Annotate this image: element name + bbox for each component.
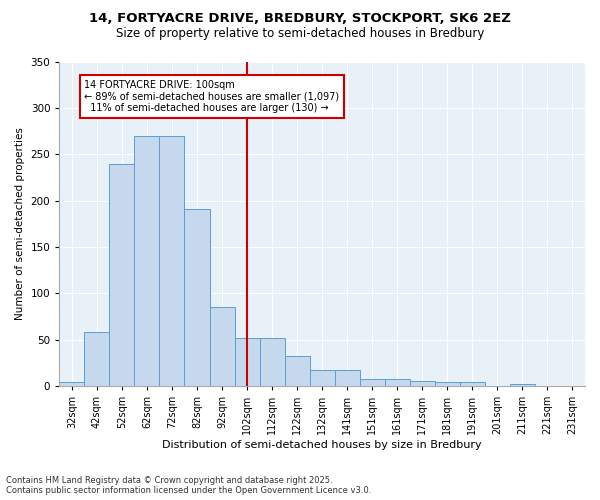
Text: Size of property relative to semi-detached houses in Bredbury: Size of property relative to semi-detach…: [116, 28, 484, 40]
Bar: [260, 338, 284, 386]
Bar: [209, 307, 235, 386]
Text: 14 FORTYACRE DRIVE: 100sqm
← 89% of semi-detached houses are smaller (1,097)
  1: 14 FORTYACRE DRIVE: 100sqm ← 89% of semi…: [85, 80, 340, 113]
Bar: [184, 209, 209, 386]
Y-axis label: Number of semi-detached properties: Number of semi-detached properties: [15, 128, 25, 320]
Bar: [360, 378, 385, 386]
Text: 14, FORTYACRE DRIVE, BREDBURY, STOCKPORT, SK6 2EZ: 14, FORTYACRE DRIVE, BREDBURY, STOCKPORT…: [89, 12, 511, 26]
Bar: [435, 382, 460, 386]
Bar: [460, 382, 485, 386]
Bar: [284, 356, 310, 386]
Text: Contains HM Land Registry data © Crown copyright and database right 2025.
Contai: Contains HM Land Registry data © Crown c…: [6, 476, 371, 495]
Bar: [235, 338, 260, 386]
Bar: [160, 136, 184, 386]
Bar: [109, 164, 134, 386]
Bar: [385, 378, 410, 386]
Bar: [410, 382, 435, 386]
Bar: [85, 332, 109, 386]
Bar: [310, 370, 335, 386]
X-axis label: Distribution of semi-detached houses by size in Bredbury: Distribution of semi-detached houses by …: [163, 440, 482, 450]
Bar: [59, 382, 85, 386]
Bar: [134, 136, 160, 386]
Bar: [335, 370, 360, 386]
Bar: [510, 384, 535, 386]
